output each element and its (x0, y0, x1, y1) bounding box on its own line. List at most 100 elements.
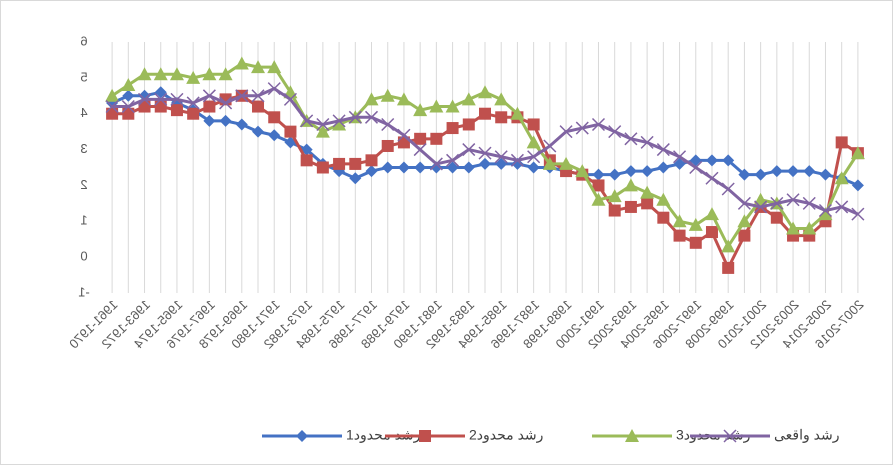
point (624, 165, 637, 178)
point (851, 179, 864, 192)
point (802, 196, 816, 210)
point (316, 117, 330, 132)
point (722, 154, 735, 167)
point (414, 161, 427, 174)
y-tick-label: 2 (80, 177, 87, 192)
point (851, 207, 865, 221)
point (478, 85, 492, 99)
point (315, 124, 330, 138)
point (296, 430, 308, 442)
legend-item: رشد محدود1 (262, 427, 420, 444)
y-tick-label: 4 (80, 105, 87, 120)
point (381, 161, 394, 174)
point (641, 197, 654, 210)
point (462, 118, 475, 131)
y-tick: 4 (80, 105, 87, 120)
point (333, 157, 346, 170)
point (445, 99, 460, 113)
point (413, 103, 428, 117)
point (105, 100, 119, 114)
point (381, 139, 394, 152)
point (608, 204, 621, 217)
point (623, 178, 638, 192)
y-tick: -1 (78, 284, 90, 299)
point (656, 192, 671, 206)
point (705, 171, 719, 185)
point (252, 125, 265, 138)
point (154, 86, 167, 99)
point (640, 135, 654, 149)
y-tick-label: 1 (80, 213, 87, 228)
point (446, 122, 459, 135)
point (122, 107, 135, 120)
point (818, 203, 832, 218)
point (234, 56, 249, 70)
point (365, 165, 378, 178)
y-tick: 1 (80, 213, 87, 228)
y-tick: 3 (80, 141, 87, 156)
point (203, 100, 216, 113)
y-tick-label: 3 (80, 141, 87, 156)
point (106, 107, 119, 120)
point (446, 153, 460, 167)
y-tick-label: 0 (80, 249, 87, 264)
point (218, 67, 233, 81)
point (169, 67, 184, 81)
point (170, 92, 184, 106)
point (153, 67, 168, 81)
point (138, 92, 152, 106)
point (673, 150, 687, 164)
point (608, 125, 622, 139)
point (575, 164, 590, 178)
point (283, 92, 297, 106)
point (202, 89, 216, 103)
point (396, 92, 411, 106)
point (478, 146, 492, 160)
point (430, 132, 443, 145)
point (834, 171, 849, 185)
point (251, 60, 266, 74)
legend-text: رشد محدود2 (469, 427, 543, 444)
point (689, 236, 702, 249)
point (154, 92, 168, 106)
point (770, 165, 783, 178)
point (689, 154, 702, 167)
point (121, 78, 136, 92)
point (656, 143, 670, 157)
y-tick: 5 (80, 69, 87, 84)
point (641, 165, 654, 178)
point (332, 117, 347, 131)
point (510, 106, 525, 120)
point (349, 157, 362, 170)
point (591, 117, 606, 132)
point (235, 118, 248, 131)
point (850, 146, 865, 160)
point (121, 100, 135, 114)
point (559, 125, 573, 139)
point (705, 226, 718, 239)
point (737, 196, 751, 210)
point (284, 125, 297, 138)
point (380, 88, 395, 102)
point (672, 214, 687, 228)
point (332, 114, 346, 128)
point (219, 114, 232, 127)
point (754, 168, 767, 181)
point (723, 429, 737, 443)
point (429, 157, 443, 171)
point (122, 89, 135, 102)
point (673, 229, 686, 242)
point (542, 156, 557, 170)
point (543, 139, 557, 153)
point (835, 136, 848, 149)
point (154, 100, 167, 113)
point (268, 129, 281, 142)
point (592, 168, 605, 181)
point (495, 157, 508, 170)
point (462, 161, 475, 174)
y-tick-label: -1 (78, 284, 90, 299)
point (657, 211, 670, 224)
point (495, 111, 508, 124)
point (527, 161, 540, 174)
